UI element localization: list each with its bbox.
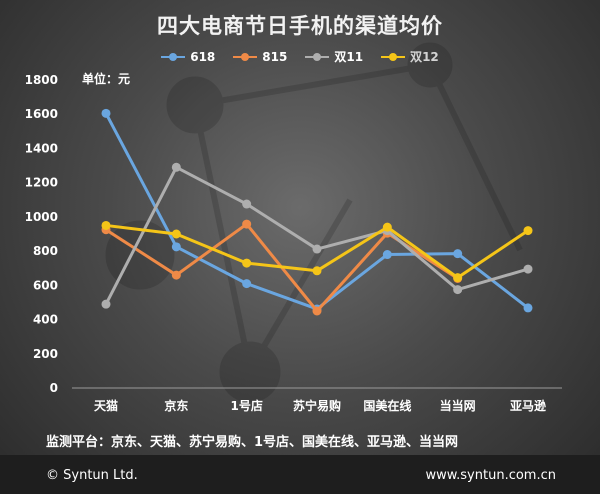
- legend-swatch-double11: [305, 52, 330, 62]
- legend-label-double11: 双11: [334, 50, 364, 64]
- website-link[interactable]: www.syntun.com.cn: [425, 468, 556, 483]
- data-point: [242, 219, 252, 229]
- legend-label-815: 815: [262, 49, 288, 64]
- y-axis: 0 200 400 600 800 1000 1200 1400 1600 1800: [25, 73, 58, 395]
- x-tick-label: 天猫: [94, 398, 118, 413]
- y-tick-label: 200: [33, 347, 58, 361]
- y-tick-label: 400: [33, 313, 58, 327]
- y-tick-label: 0: [50, 381, 58, 395]
- data-point: [382, 222, 392, 232]
- data-point: [171, 162, 181, 172]
- data-point: [171, 229, 181, 239]
- y-tick-label: 1400: [25, 141, 58, 155]
- y-tick-label: 1200: [25, 176, 58, 190]
- chart-legend: 618 815 双11 双12: [0, 48, 600, 65]
- data-point: [312, 266, 322, 276]
- data-point: [101, 220, 111, 230]
- data-point: [101, 299, 111, 309]
- x-tick-label: 国美在线: [363, 398, 411, 413]
- data-point: [171, 242, 181, 252]
- y-tick-label: 1800: [25, 73, 58, 87]
- chart-title: 四大电商节日手机的渠道均价: [157, 14, 443, 38]
- data-point: [242, 199, 252, 209]
- data-point: [312, 306, 322, 316]
- footer-bar: [0, 455, 600, 494]
- legend-swatch-815: [233, 52, 258, 62]
- data-point: [453, 285, 463, 295]
- data-point: [523, 264, 533, 274]
- legend-item-double11: 双11: [305, 48, 363, 65]
- data-point: [101, 108, 111, 118]
- unit-label: 单位：元: [82, 72, 131, 86]
- legend-label-double12: 双12: [410, 48, 439, 65]
- legend-swatch-618: [161, 52, 186, 62]
- copyright-text: © Syntun Ltd.: [46, 468, 138, 483]
- data-point: [453, 249, 463, 259]
- legend-swatch-double12: [381, 52, 406, 62]
- y-tick-label: 800: [33, 244, 58, 258]
- legend-item-618: 618: [161, 48, 215, 65]
- data-point: [312, 244, 322, 254]
- x-tick-label: 苏宁易购: [293, 398, 341, 413]
- x-tick-label: 京东: [164, 398, 188, 413]
- series-双12: [101, 220, 533, 283]
- platform-note: 监测平台：京东、天猫、苏宁易购、1号店、国美在线、亚马逊、当当网: [46, 435, 459, 450]
- y-tick-label: 1000: [25, 210, 58, 224]
- background-decoration: [105, 42, 523, 403]
- data-point: [523, 303, 533, 313]
- x-axis: 天猫 京东 1号店 苏宁易购 国美在线 当当网 亚马逊: [72, 387, 562, 413]
- data-point: [382, 250, 392, 260]
- x-tick-label: 1号店: [230, 398, 262, 413]
- legend-item-double12: 双12: [381, 48, 439, 65]
- series-layer: [101, 108, 533, 316]
- y-tick-label: 1600: [25, 107, 58, 121]
- data-point: [171, 270, 181, 280]
- data-point: [523, 226, 533, 236]
- data-point: [242, 279, 252, 289]
- legend-item-815: 815: [233, 48, 287, 65]
- y-tick-label: 600: [33, 278, 58, 292]
- data-point: [453, 273, 463, 283]
- legend-label-618: 618: [190, 49, 216, 64]
- data-point: [242, 258, 252, 268]
- x-tick-label: 当当网: [440, 398, 476, 413]
- x-tick-label: 亚马逊: [510, 398, 546, 413]
